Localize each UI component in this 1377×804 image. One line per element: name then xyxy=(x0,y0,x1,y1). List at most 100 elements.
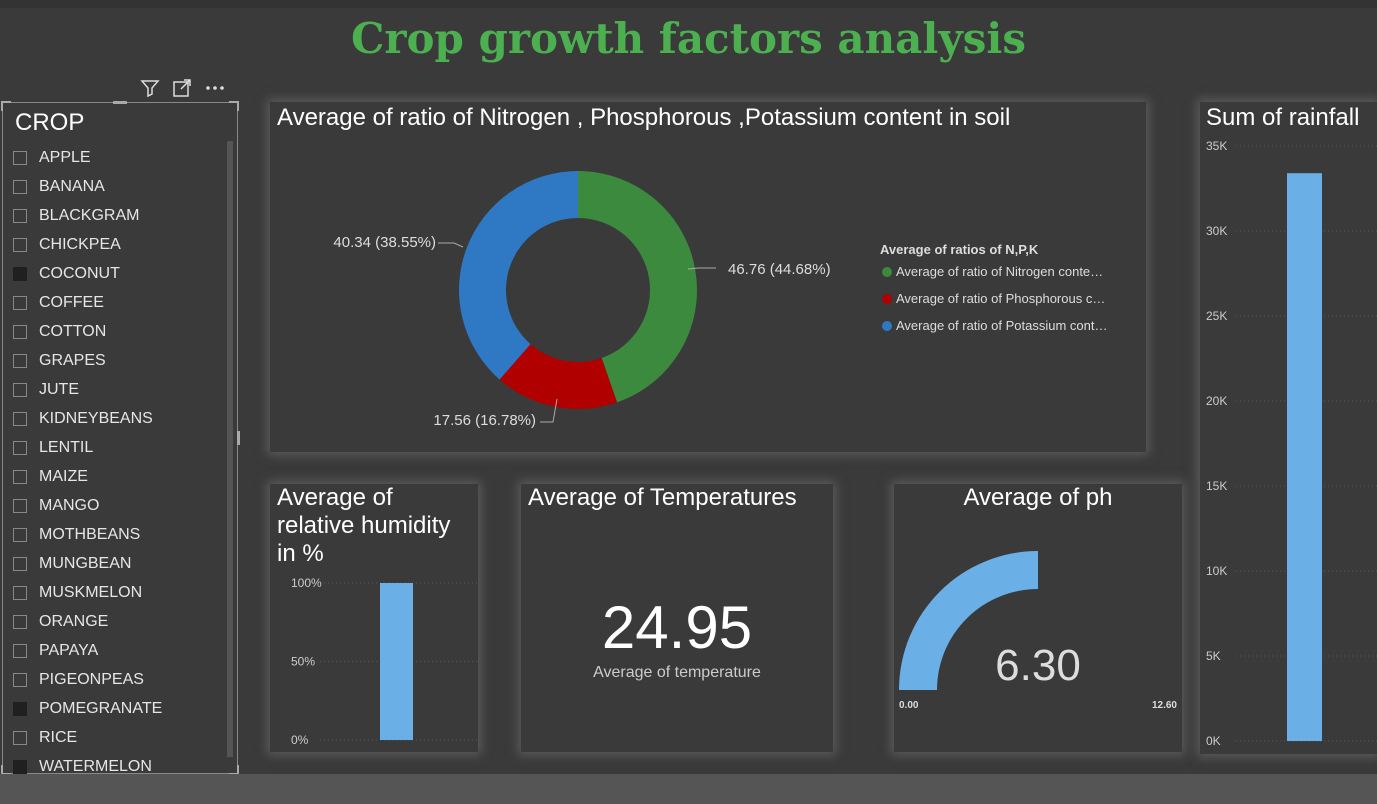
checkbox[interactable] xyxy=(13,469,27,484)
checkbox[interactable] xyxy=(13,614,27,629)
rainfall-bar-chart: 0K 5K 10K 15K 20K 25K 30K 35K xyxy=(1206,139,1377,748)
resize-corner[interactable] xyxy=(229,101,239,111)
checkbox[interactable] xyxy=(13,672,27,687)
focus-mode-icon[interactable] xyxy=(172,78,192,103)
slicer-item-label: POMEGRANATE xyxy=(39,699,163,717)
top-bar xyxy=(0,0,1377,8)
slicer-item[interactable]: WATERMELON xyxy=(13,752,223,781)
temperature-value: 24.95 xyxy=(601,594,753,661)
y-tick-label: 10K xyxy=(1206,564,1227,578)
checkbox[interactable] xyxy=(13,730,27,745)
slicer-item-label: APPLE xyxy=(39,148,91,166)
slicer-item[interactable]: KIDNEYBEANS xyxy=(13,404,223,433)
slicer-item-label: LENTIL xyxy=(39,438,94,456)
humidity-bar[interactable] xyxy=(380,583,413,740)
y-tick-label: 20K xyxy=(1206,394,1227,408)
slicer-item[interactable]: COTTON xyxy=(13,317,223,346)
ph-value: 6.30 xyxy=(995,641,1081,690)
bottom-bar xyxy=(0,774,1377,804)
slicer-item-label: BANANA xyxy=(39,177,105,195)
y-tick-label: 15K xyxy=(1206,479,1227,493)
legend-item-phosphorous[interactable]: Average of ratio of Phosphorous c… xyxy=(882,291,1105,306)
more-options-icon[interactable] xyxy=(204,78,226,103)
ph-min-label: 0.00 xyxy=(899,700,919,711)
y-tick-label: 35K xyxy=(1206,139,1227,153)
humidity-bar-chart: 0% 50% 100% xyxy=(291,576,478,747)
checkbox[interactable] xyxy=(13,266,27,281)
slicer-item[interactable]: PIGEONPEAS xyxy=(13,665,223,694)
filter-icon[interactable] xyxy=(140,78,160,103)
y-tick-label: 30K xyxy=(1206,224,1227,238)
checkbox[interactable] xyxy=(13,411,27,426)
legend-item-nitrogen[interactable]: Average of ratio of Nitrogen conte… xyxy=(882,264,1103,279)
slicer-item[interactable]: COCONUT xyxy=(13,259,223,288)
slicer-item[interactable]: MUNGBEAN xyxy=(13,549,223,578)
slicer-item[interactable]: COFFEE xyxy=(13,288,223,317)
slicer-item[interactable]: JUTE xyxy=(13,375,223,404)
checkbox[interactable] xyxy=(13,556,27,571)
slicer-item-label: KIDNEYBEANS xyxy=(39,409,153,427)
checkbox[interactable] xyxy=(13,324,27,339)
legend-item-potassium[interactable]: Average of ratio of Potassium cont… xyxy=(882,318,1107,333)
checkbox[interactable] xyxy=(13,643,27,658)
humidity-title: Average of relative humidity in % xyxy=(277,484,451,567)
slicer-item[interactable]: PAPAYA xyxy=(13,636,223,665)
npk-donut-chart: 46.76 (44.68%) 17.56 (16.78%) 40.34 (38.55… xyxy=(333,171,831,429)
slicer-item[interactable]: MANGO xyxy=(13,491,223,520)
slicer-item[interactable]: MAIZE xyxy=(13,462,223,491)
slicer-item[interactable]: BANANA xyxy=(13,172,223,201)
donut-data-label: 17.56 (16.78%) xyxy=(433,412,536,429)
checkbox[interactable] xyxy=(13,150,27,165)
slicer-item[interactable]: MOTHBEANS xyxy=(13,520,223,549)
checkbox[interactable] xyxy=(13,759,27,774)
checkbox[interactable] xyxy=(13,237,27,252)
checkbox[interactable] xyxy=(13,382,27,397)
checkbox[interactable] xyxy=(13,208,27,223)
slicer-item[interactable]: LENTIL xyxy=(13,433,223,462)
y-tick-label: 5K xyxy=(1206,649,1221,663)
checkbox[interactable] xyxy=(13,353,27,368)
checkbox[interactable] xyxy=(13,527,27,542)
checkbox[interactable] xyxy=(13,295,27,310)
slicer-item[interactable]: RICE xyxy=(13,723,223,752)
slicer-item[interactable]: BLACKGRAM xyxy=(13,201,223,230)
checkbox[interactable] xyxy=(13,498,27,513)
temperature-label: Average of temperature xyxy=(593,664,761,681)
slicer-item-label: COFFEE xyxy=(39,293,104,311)
leader-line xyxy=(687,267,716,270)
slicer-item-label: MAIZE xyxy=(39,467,88,485)
resize-handle[interactable] xyxy=(113,101,127,104)
legend-dot xyxy=(882,266,892,277)
slicer-item-label: COTTON xyxy=(39,322,107,340)
donut-slice[interactable] xyxy=(459,171,578,380)
checkbox[interactable] xyxy=(13,585,27,600)
slicer-item-label: BLACKGRAM xyxy=(39,206,140,224)
slicer-item[interactable]: ORANGE xyxy=(13,607,223,636)
donut-slice[interactable] xyxy=(499,344,618,410)
checkbox[interactable] xyxy=(13,440,27,455)
resize-corner[interactable] xyxy=(1,101,11,111)
donut-slice[interactable] xyxy=(578,171,697,403)
resize-handle[interactable] xyxy=(237,431,240,445)
slicer-item-label: RICE xyxy=(39,728,78,746)
slicer-item-label: COCONUT xyxy=(39,264,120,282)
rainfall-bar[interactable] xyxy=(1287,173,1322,741)
leader-line xyxy=(540,398,558,423)
humidity-card: Average of relative humidity in % xyxy=(270,484,478,752)
y-tick-label: 0K xyxy=(1206,734,1221,748)
donut-data-label: 46.76 (44.68%) xyxy=(728,261,831,278)
ph-gauge-arc xyxy=(899,551,1038,690)
slicer-scrollbar[interactable] xyxy=(227,141,233,757)
ph-max-label: 12.60 xyxy=(1152,700,1177,711)
legend-title: Average of ratios of N,P,K xyxy=(880,242,1039,257)
slicer-item[interactable]: GRAPES xyxy=(13,346,223,375)
slicer-item[interactable]: POMEGRANATE xyxy=(13,694,223,723)
slicer-item[interactable]: APPLE xyxy=(13,143,223,172)
slicer-item-label: MOTHBEANS xyxy=(39,525,141,543)
checkbox[interactable] xyxy=(13,701,27,716)
slicer-item[interactable]: CHICKPEA xyxy=(13,230,223,259)
slicer-item-label: CHICKPEA xyxy=(39,235,121,253)
checkbox[interactable] xyxy=(13,179,27,194)
slicer-item[interactable]: MUSKMELON xyxy=(13,578,223,607)
ph-title: Average of ph xyxy=(963,484,1113,511)
